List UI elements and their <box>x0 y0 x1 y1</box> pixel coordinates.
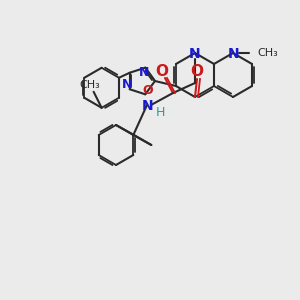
Text: O: O <box>142 84 153 97</box>
Text: CH₃: CH₃ <box>79 80 100 90</box>
Text: N: N <box>142 99 154 113</box>
Text: N: N <box>189 47 201 61</box>
Text: CH₃: CH₃ <box>257 48 278 58</box>
Text: O: O <box>190 64 203 80</box>
Text: H: H <box>155 106 165 119</box>
Text: N: N <box>139 66 149 79</box>
Text: O: O <box>155 64 169 79</box>
Text: N: N <box>228 47 240 61</box>
Text: N: N <box>122 78 132 91</box>
